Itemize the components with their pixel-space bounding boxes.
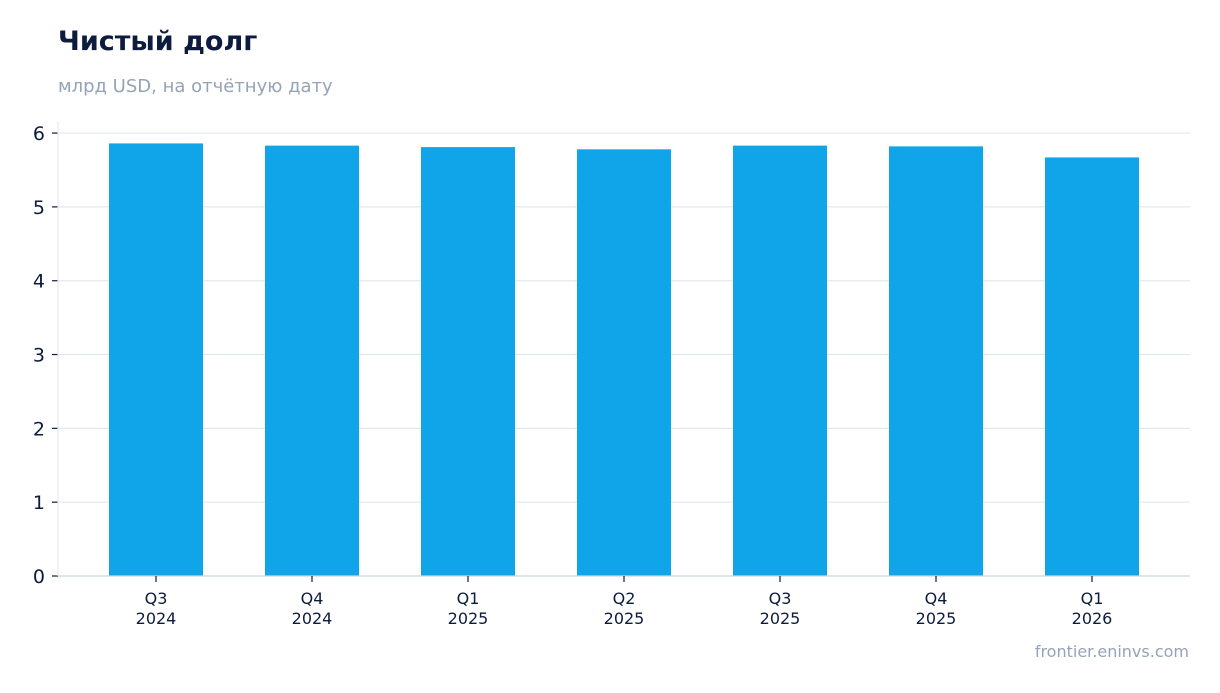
y-tick-label: 1 <box>33 492 45 514</box>
tick-labels: 0123456Q32024Q42024Q12025Q22025Q32025Q42… <box>33 123 1112 628</box>
axes <box>52 122 1190 582</box>
bar-Q4-2025[interactable] <box>889 146 983 577</box>
y-tick-label: 4 <box>33 271 45 293</box>
y-tick-label: 6 <box>33 123 45 145</box>
chart-title: Чистый долг <box>58 26 258 57</box>
bar-Q3-2024[interactable] <box>109 143 203 576</box>
x-tick-label-year: 2024 <box>136 609 177 628</box>
bars <box>109 143 1139 577</box>
x-tick-label-year: 2025 <box>916 609 957 628</box>
x-tick-label-year: 2025 <box>760 609 801 628</box>
y-tick-label: 5 <box>33 197 45 219</box>
y-tick-label: 0 <box>33 566 45 588</box>
x-tick-label-quarter: Q2 <box>613 589 636 608</box>
chart-subtitle: млрд USD, на отчётную дату <box>58 76 333 97</box>
bar-Q1-2026[interactable] <box>1045 157 1139 576</box>
bar-Q3-2025[interactable] <box>733 145 827 577</box>
x-tick-label-quarter: Q4 <box>301 589 324 608</box>
x-tick-label-quarter: Q3 <box>145 589 168 608</box>
x-tick-label-quarter: Q1 <box>1081 589 1104 608</box>
y-tick-label: 3 <box>33 345 45 367</box>
bar-Q1-2025[interactable] <box>421 147 515 576</box>
x-tick-label-year: 2026 <box>1072 609 1113 628</box>
bar-Q4-2024[interactable] <box>265 145 359 577</box>
x-tick-label-quarter: Q3 <box>769 589 792 608</box>
x-tick-label-quarter: Q4 <box>925 589 948 608</box>
x-tick-label-quarter: Q1 <box>457 589 480 608</box>
bar-Q2-2025[interactable] <box>577 149 671 576</box>
y-tick-label: 2 <box>33 418 45 440</box>
x-tick-label-year: 2025 <box>604 609 645 628</box>
source-link[interactable]: frontier.eninvs.com <box>1034 642 1189 661</box>
x-tick-label-year: 2024 <box>292 609 333 628</box>
x-tick-label-year: 2025 <box>448 609 489 628</box>
